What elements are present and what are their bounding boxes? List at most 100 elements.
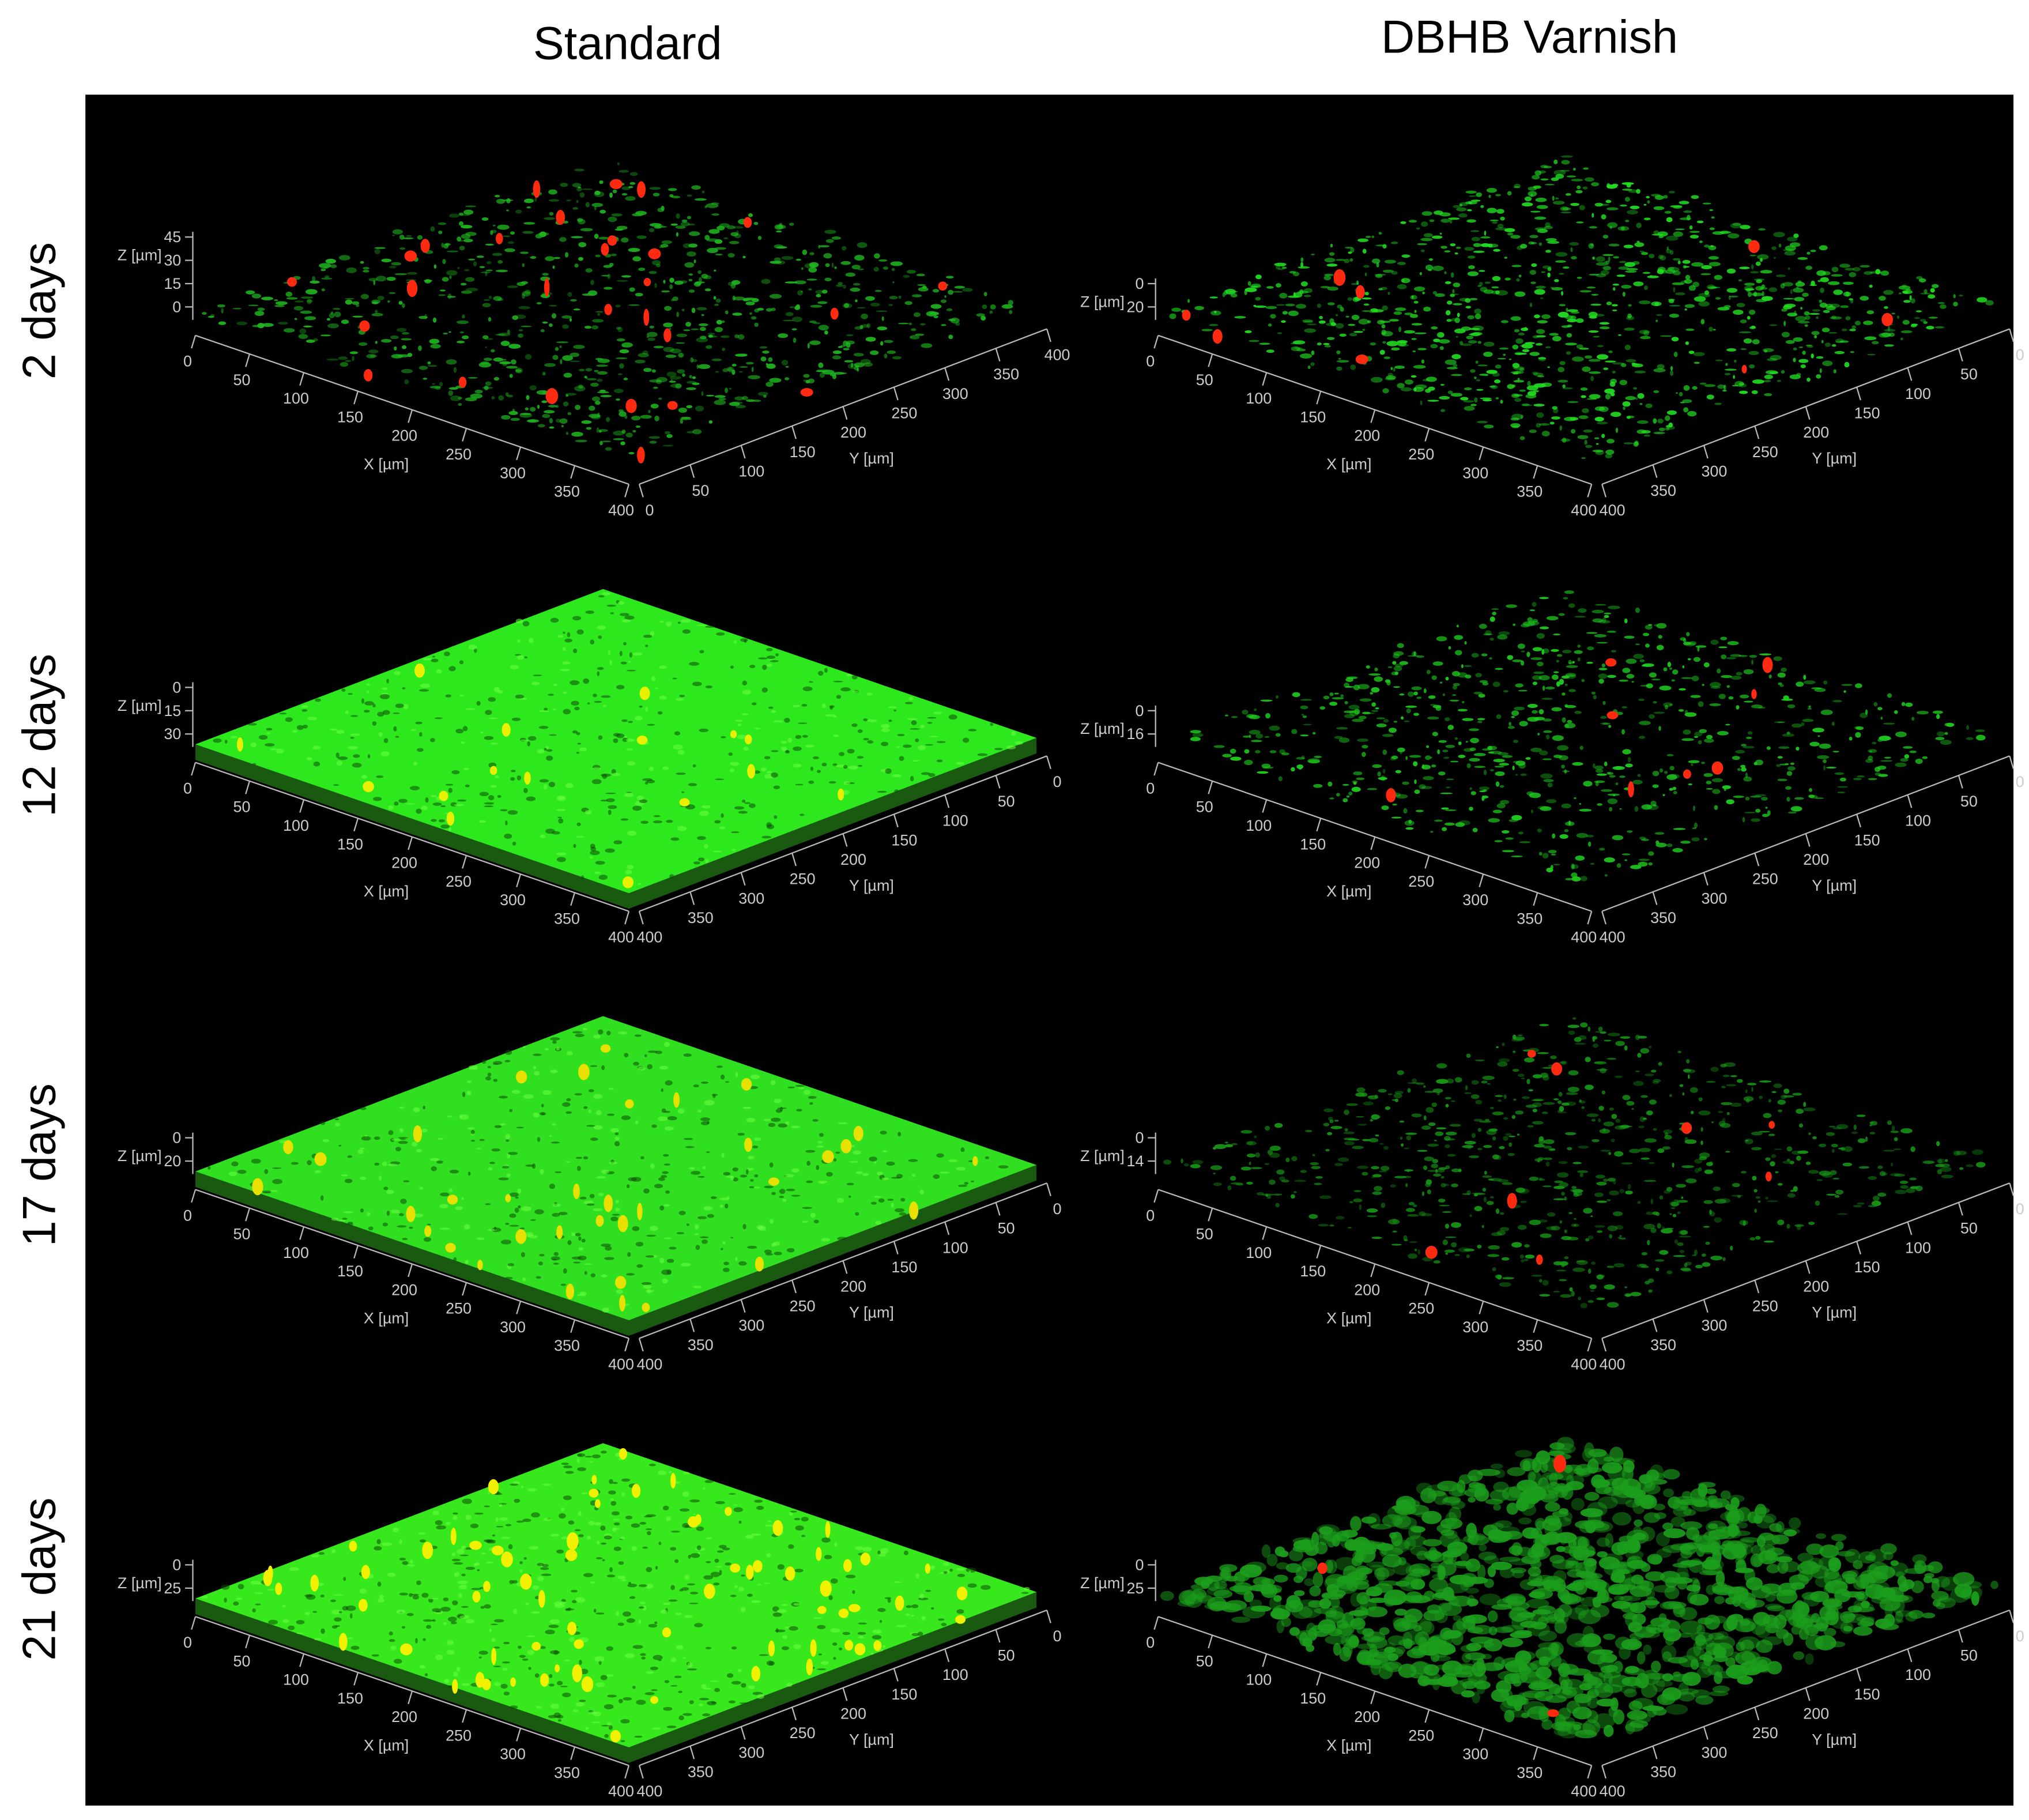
- texture: [1714, 402, 1722, 405]
- texture: [1884, 329, 1896, 332]
- texture: [470, 1139, 476, 1142]
- texture: [578, 385, 583, 389]
- texture: [716, 1065, 723, 1068]
- texture: [731, 369, 736, 375]
- texture: [1479, 374, 1488, 376]
- texture: [809, 340, 821, 345]
- texture: [364, 710, 370, 713]
- texture: [1302, 321, 1314, 323]
- texture: [1667, 267, 1675, 270]
- texture: [1545, 250, 1551, 253]
- texture: [1765, 1196, 1768, 1200]
- texture: [656, 263, 661, 267]
- texture: [1675, 292, 1685, 296]
- tick-mark: [353, 1245, 359, 1258]
- texture: [512, 409, 515, 413]
- texture: [1755, 808, 1761, 813]
- texture: [792, 763, 802, 768]
- texture: [266, 728, 273, 731]
- texture: [739, 371, 743, 373]
- texture: [1466, 1053, 1471, 1058]
- texture: [1728, 233, 1740, 239]
- spot: [533, 180, 541, 198]
- texture: [1276, 264, 1281, 270]
- texture: [1602, 266, 1611, 270]
- texture: [1534, 1144, 1545, 1148]
- texture: [1985, 300, 1994, 306]
- texture: [1837, 1213, 1848, 1215]
- texture: [803, 1090, 811, 1095]
- texture: [1296, 757, 1305, 760]
- texture: [1344, 700, 1348, 704]
- texture: [721, 1153, 725, 1158]
- texture: [586, 1203, 595, 1206]
- texture: [1576, 1260, 1588, 1265]
- texture: [1814, 335, 1817, 338]
- texture: [1487, 208, 1497, 213]
- texture: [1579, 745, 1583, 750]
- texture: [563, 401, 569, 407]
- texture: [1923, 321, 1928, 325]
- texture: [1425, 1107, 1434, 1113]
- texture: [247, 723, 257, 726]
- texture: [843, 348, 850, 351]
- texture: [528, 736, 537, 741]
- tick-mark: [1587, 484, 1593, 498]
- texture: [1605, 394, 1611, 400]
- tick-mark: [570, 465, 576, 479]
- texture: [699, 277, 702, 282]
- spot: [636, 735, 648, 745]
- texture: [1857, 1202, 1865, 1205]
- texture: [538, 710, 549, 713]
- texture: [347, 1222, 353, 1224]
- texture: [1457, 709, 1468, 712]
- texture: [608, 650, 611, 655]
- texture: [1494, 766, 1504, 768]
- texture: [1402, 781, 1409, 785]
- texture: [1513, 186, 1521, 189]
- texture: [703, 1206, 713, 1211]
- texture: [629, 182, 636, 185]
- texture: [406, 235, 412, 237]
- texture: [1590, 862, 1595, 865]
- texture: [599, 209, 606, 214]
- texture: [847, 749, 855, 754]
- texture: [552, 709, 557, 711]
- texture: [612, 189, 617, 194]
- texture: [635, 1242, 644, 1247]
- texture: [1440, 1175, 1445, 1179]
- texture: [1843, 1146, 1853, 1152]
- texture: [1820, 287, 1824, 293]
- texture: [1628, 304, 1632, 307]
- texture: [1465, 675, 1472, 679]
- texture: [828, 781, 836, 784]
- texture: [1276, 695, 1279, 699]
- texture: [1564, 704, 1568, 707]
- tick-mark: [1316, 1245, 1322, 1258]
- texture: [485, 243, 494, 246]
- texture: [693, 1084, 699, 1088]
- texture: [1775, 1171, 1779, 1174]
- texture: [1911, 323, 1918, 326]
- texture: [1407, 1214, 1419, 1217]
- texture: [345, 297, 354, 300]
- texture: [1529, 609, 1536, 612]
- texture: [1423, 379, 1430, 382]
- texture: [1605, 360, 1616, 363]
- texture: [1409, 755, 1421, 758]
- texture: [372, 721, 377, 726]
- texture: [1358, 319, 1369, 325]
- texture: [659, 1257, 665, 1264]
- texture: [1327, 302, 1335, 306]
- texture: [621, 193, 628, 196]
- texture: [921, 772, 931, 775]
- texture: [1464, 641, 1467, 645]
- texture: [1465, 190, 1477, 194]
- texture: [463, 209, 474, 215]
- texture: [816, 1145, 824, 1148]
- texture: [893, 709, 897, 712]
- texture: [1803, 1107, 1816, 1111]
- column-header: DBHB Varnish: [1381, 11, 1678, 63]
- texture: [451, 770, 460, 775]
- texture: [1513, 379, 1525, 383]
